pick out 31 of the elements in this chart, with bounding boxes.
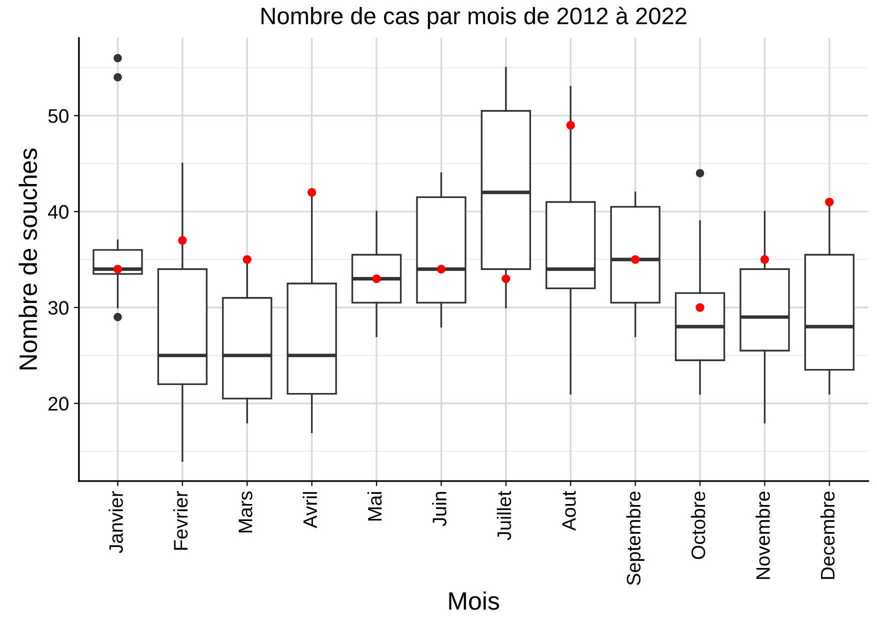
point xyxy=(178,236,187,245)
x-tick-label: Fevrier xyxy=(173,491,188,550)
point xyxy=(242,255,252,264)
x-tick-label: Mars xyxy=(238,492,252,532)
x-tick-label: Octobre xyxy=(690,492,706,560)
y-axis-title: Nombre de souches xyxy=(18,148,38,370)
point xyxy=(436,264,446,274)
point xyxy=(630,255,640,264)
x-tick-label: Mai xyxy=(367,492,382,521)
x-tick-label: Juillet xyxy=(496,490,512,540)
point xyxy=(372,274,381,284)
x-tick-label: Juin xyxy=(432,492,446,526)
point xyxy=(307,188,316,197)
x-axis-title: Mois xyxy=(449,591,500,610)
x-tick-label: Avril xyxy=(302,492,317,528)
point xyxy=(760,255,770,264)
y-tick-label: 20 xyxy=(48,396,68,411)
x-tick-label: Aout xyxy=(562,490,576,531)
point xyxy=(113,264,122,274)
point xyxy=(825,198,834,206)
y-tick-label: 30 xyxy=(48,300,68,315)
x-tick-label: Decembre xyxy=(820,492,835,579)
x-tick-label: Septembre xyxy=(626,492,644,586)
point xyxy=(566,120,575,130)
point xyxy=(502,274,510,284)
y-tick-label: 50 xyxy=(48,109,68,123)
y-tick-label: 40 xyxy=(48,205,68,219)
chart-title: Nombre de cas par mois de 2012 à 2022 xyxy=(262,6,686,29)
x-tick-label: Janvier xyxy=(108,491,123,554)
point xyxy=(696,303,704,312)
x-tick-label: Novembre xyxy=(756,492,770,579)
